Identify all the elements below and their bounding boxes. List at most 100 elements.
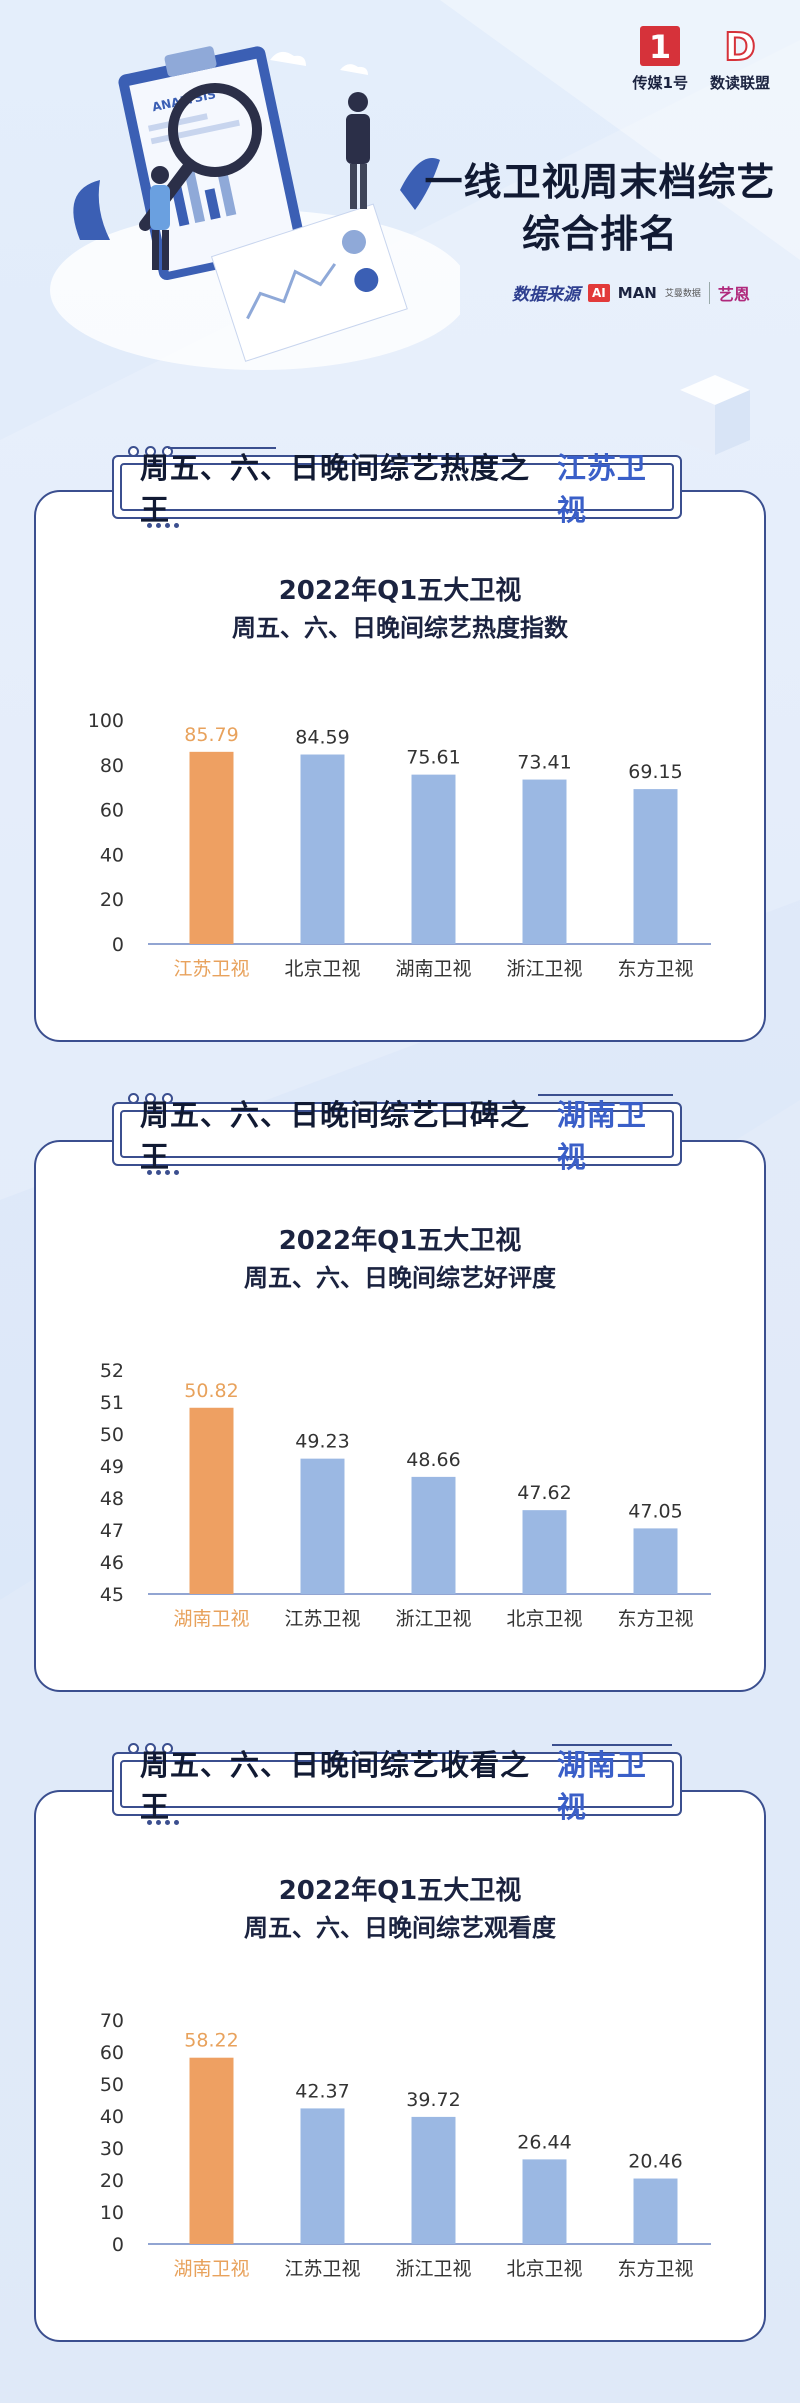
chart-2-category-label: 湖南卫视 [173,1608,249,1630]
chart-1-category-label: 北京卫视 [284,958,360,980]
chart-1-bar [300,754,345,944]
chart-2-ytick-label: 51 [100,1392,124,1414]
chart-2-ytick-label: 45 [100,1584,124,1606]
chart-2-category-label: 东方卫视 [617,1608,693,1630]
chart-2-data-label: 49.23 [295,1431,349,1453]
chart-1-bar [189,751,234,944]
chart-3-ytick-label: 40 [100,2106,124,2128]
svg-text:D: D [724,25,756,68]
banner-3-line [552,1744,672,1746]
chart-2-svg: 45 46 47 48 49 50 51 52 50.82 湖南卫视 49.23 江苏卫视 48.66 浙… [100,1360,711,1630]
chart-2-category-label: 江苏卫视 [284,1608,360,1630]
chart-3-title-line2: 周五、六、日晚间综艺观看度 [244,1914,556,1942]
data-source: 数据来源 AI MAN 艾曼数据 艺恩 [512,280,750,305]
chart-2-ytick-label: 52 [100,1360,124,1382]
chart-3-title: 2022年Q1五大卫视 周五、六、日晚间综艺观看度 [36,1872,764,1946]
chart-2-bar [522,1510,567,1594]
chart-3-ytick-label: 0 [112,2234,124,2256]
header: ANALYSIS [0,0,800,455]
banner-3-text: 周五、六、日晚间综艺收看之王 [140,1748,531,1824]
chart-1-data-label: 73.41 [517,752,571,774]
chart-3-category-label: 江苏卫视 [284,2258,360,2280]
logo-chuanmei: 1 传媒1号 [633,24,688,93]
page-title-line1: 一线卫视周末档综艺 [424,160,776,204]
chart-3-data-label: 26.44 [517,2131,571,2153]
chart-1-title-line2: 周五、六、日晚间综艺热度指数 [232,614,568,642]
chart-3-category-label: 湖南卫视 [173,2258,249,2280]
logo-group: 1 传媒1号 D 数读联盟 [633,24,770,93]
chart-card-2: 2022年Q1五大卫视 周五、六、日晚间综艺好评度 45 46 47 48 49 50 51… [34,1140,766,1692]
chart-2-data-label: 47.05 [628,1500,682,1522]
chart-3-data-label: 58.22 [184,2030,238,2052]
chart-2-title-line1: 2022年Q1五大卫视 [278,1226,522,1256]
analysis-illustration: ANALYSIS [50,46,460,370]
chart-1-bar [633,789,678,944]
chart-3-svg: 0 10 20 30 40 50 60 70 58.22 湖南卫视 42.37 江苏卫视 39.72 浙江… [100,2010,711,2280]
chart-1-data-label: 75.61 [406,747,460,769]
chart-card-1: 2022年Q1五大卫视 周五、六、日晚间综艺热度指数 0 20 40 60 80 100 8… [34,490,766,1042]
banner-2-text: 周五、六、日晚间综艺口碑之王 [140,1098,531,1174]
chart-3-ytick-label: 20 [100,2170,124,2192]
chart-2-category-label: 浙江卫视 [395,1608,471,1630]
banner-3-bottom-dots [147,1820,179,1825]
shudu-logo-icon: D [723,24,757,68]
chart-2-bar [300,1458,345,1594]
banner-3-highlight: 湖南卫视 [556,1748,647,1824]
chart-2-title-line2: 周五、六、日晚间综艺好评度 [244,1264,556,1292]
chart-1-category-label: 江苏卫视 [173,958,249,980]
chart-3-bar [522,2159,567,2244]
aiman-logo-sub: 艾曼数据 [664,289,701,299]
banner-1-line [168,447,276,449]
chart-3-data-label: 20.46 [628,2151,682,2173]
chart-3-ytick-label: 30 [100,2138,124,2160]
chart-1-category-label: 浙江卫视 [506,958,582,980]
chart-1-ytick-label: 20 [100,889,124,911]
logo-chuanmei-text: 传媒1号 [632,74,688,92]
chart-2-bar [411,1476,456,1594]
chart-3-category-label: 东方卫视 [617,2258,693,2280]
banner-1-text: 周五、六、日晚间综艺热度之王 [140,451,531,527]
source-divider [708,281,710,304]
chart-3-data-label: 39.72 [406,2089,460,2111]
chart-1-title: 2022年Q1五大卫视 周五、六、日晚间综艺热度指数 [36,572,764,646]
chart-2-ytick-label: 49 [100,1456,124,1478]
logo-shudu-text: 数读联盟 [709,74,770,92]
chart-1-title-line1: 2022年Q1五大卫视 [278,576,522,606]
page-title-line2: 综合排名 [521,212,678,256]
aiman-logo-ai: AI [588,283,610,302]
chart-3-ytick-label: 50 [100,2074,124,2096]
logo-shudu: D 数读联盟 [710,24,770,93]
chart-3-ytick-label: 70 [100,2010,124,2032]
chart-1-bar [411,774,456,944]
chart-card-3: 2022年Q1五大卫视 周五、六、日晚间综艺观看度 0 10 20 30 40 50 60 7… [34,1790,766,2342]
chart-1-svg: 0 20 40 60 80 100 85.79 江苏卫视 84.59 北京卫视 75.61 湖南卫视 7… [88,710,711,980]
banner-2-line [538,1094,673,1096]
chart-1-ytick-label: 60 [100,800,124,822]
banner-2-highlight: 湖南卫视 [556,1098,647,1174]
cube-decoration-icon [680,375,750,455]
chart-3-bar [633,2178,678,2244]
banner-1: 周五、六、日晚间综艺热度之王 江苏卫视 [112,451,682,527]
chart-1-ytick-label: 100 [88,710,124,732]
chart-2-data-label: 50.82 [184,1380,238,1402]
chart-3-title-line1: 2022年Q1五大卫视 [278,1876,522,1906]
chart-2-bar [633,1528,678,1594]
chart-1-category-label: 东方卫视 [617,958,693,980]
banner-3: 周五、六、日晚间综艺收看之王 湖南卫视 [112,1748,682,1824]
chart-1-ytick-label: 0 [112,934,124,956]
chart-1-ytick-label: 40 [100,844,124,866]
chart-3-bar [411,2116,456,2244]
chart-2-ytick-label: 48 [100,1488,124,1510]
chart-2-ytick-label: 47 [100,1520,124,1542]
chart-2-data-label: 47.62 [517,1482,571,1504]
chart-1-data-label: 69.15 [628,761,682,783]
chart-3-category-label: 浙江卫视 [395,2258,471,2280]
chart-3-bar [189,2057,234,2244]
chart-1-ytick-label: 80 [100,755,124,777]
svg-text:1: 1 [649,28,671,66]
chart-2-data-label: 48.66 [406,1449,460,1471]
chart-3-bar [300,2108,345,2244]
chart-3-data-label: 42.37 [295,2080,349,2102]
page-title: 一线卫视周末档综艺 综合排名 [420,156,780,260]
chart-2-bar [189,1407,234,1594]
